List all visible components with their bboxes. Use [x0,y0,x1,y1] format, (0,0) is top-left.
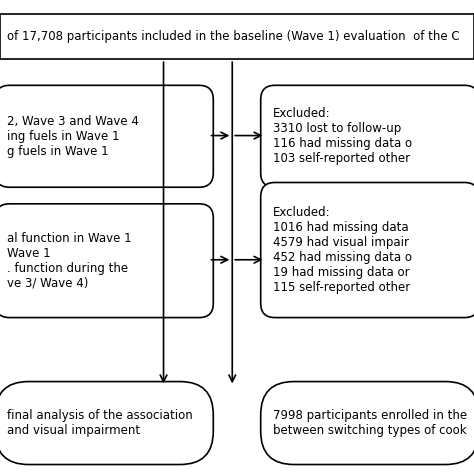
Text: final analysis of the association
and visual impairment: final analysis of the association and vi… [7,409,193,437]
FancyBboxPatch shape [0,14,474,59]
FancyBboxPatch shape [261,182,474,318]
Text: al function in Wave 1
Wave 1
. function during the
ve 3/ Wave 4): al function in Wave 1 Wave 1 . function … [7,232,132,290]
FancyBboxPatch shape [261,85,474,187]
FancyBboxPatch shape [261,382,474,465]
Text: 2, Wave 3 and Wave 4
ing fuels in Wave 1
g fuels in Wave 1: 2, Wave 3 and Wave 4 ing fuels in Wave 1… [7,115,139,158]
FancyBboxPatch shape [0,204,213,318]
FancyBboxPatch shape [0,382,213,465]
Text: 7998 participants enrolled in the
between switching types of cook: 7998 participants enrolled in the betwee… [273,409,467,437]
FancyBboxPatch shape [0,85,213,187]
Text: of 17,708 participants included in the baseline (Wave 1) evaluation  of the C: of 17,708 participants included in the b… [7,30,460,43]
Text: Excluded:
3310 lost to follow-up
116 had missing data o
103 self-reported other: Excluded: 3310 lost to follow-up 116 had… [273,107,412,165]
Text: Excluded:
1016 had missing data
4579 had visual impair
452 had missing data o
19: Excluded: 1016 had missing data 4579 had… [273,206,411,294]
